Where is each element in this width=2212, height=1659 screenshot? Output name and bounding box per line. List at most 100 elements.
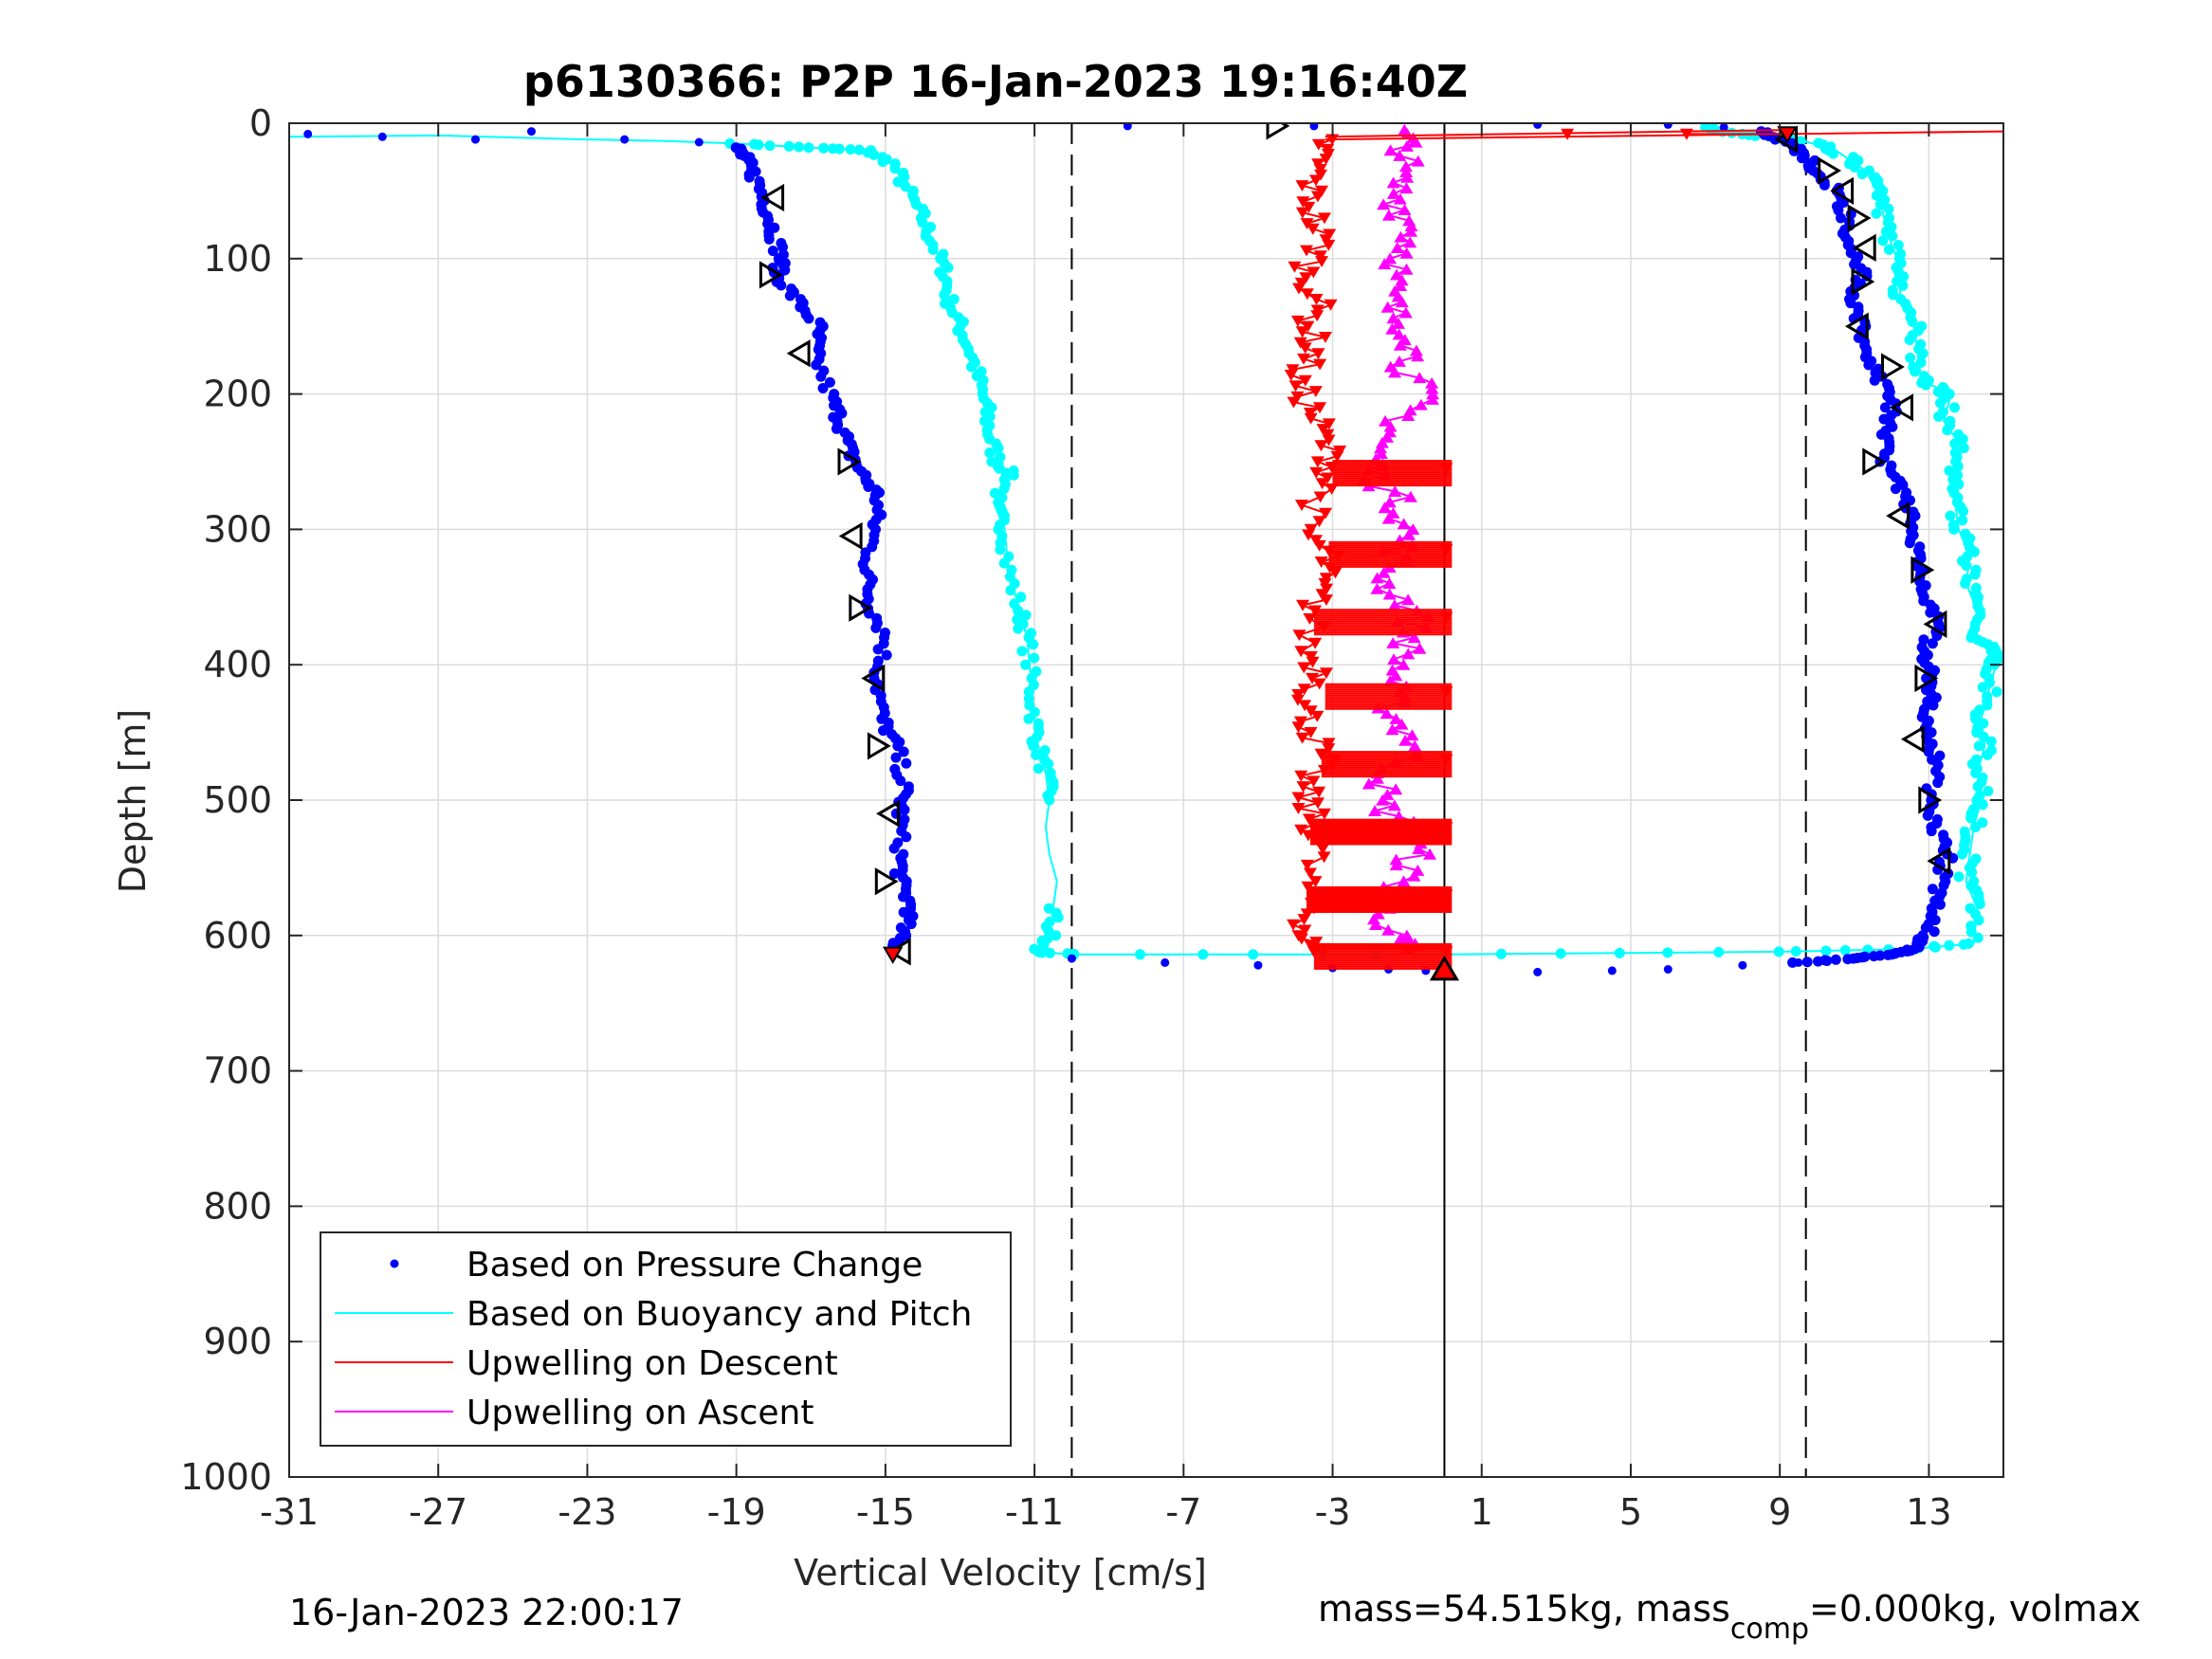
open-triangle-marker <box>849 593 873 622</box>
upwelling-ascent-marker <box>1395 296 1409 308</box>
upwelling-ascent-marker <box>1393 192 1407 205</box>
pressure-change-point <box>1819 955 1831 966</box>
upwelling-ascent-marker <box>1394 932 1408 944</box>
upwelling-descent-marker <box>1296 781 1310 793</box>
upwelling-descent-marker <box>1318 332 1332 343</box>
upwelling-ascent-marker <box>1374 442 1387 454</box>
buoyancy-pitch-point <box>1028 639 1039 650</box>
buoyancy-pitch-point <box>1051 930 1062 941</box>
pressure-change-point <box>817 383 829 393</box>
upwelling-ascent-marker <box>1398 734 1413 746</box>
upwelling-descent-marker <box>1328 567 1343 579</box>
buoyancy-pitch-point <box>1985 745 1997 757</box>
upwelling-ascent-marker <box>1399 182 1414 194</box>
buoyancy-pitch-point <box>1879 194 1891 206</box>
upwelling-ascent-marker <box>1404 220 1418 232</box>
pressure-change-point <box>1914 541 1926 553</box>
upwelling-ascent-marker <box>1388 366 1402 378</box>
open-triangle-marker <box>1910 556 1935 584</box>
upwelling-ascent-marker <box>1377 566 1391 578</box>
buoyancy-pitch-point <box>1961 574 1972 585</box>
open-triangle-marker <box>1918 786 1943 814</box>
pressure-change-point <box>1882 378 1893 390</box>
buoyancy-pitch-point <box>1945 510 1956 521</box>
buoyancy-pitch-point <box>1029 706 1040 718</box>
upwelling-descent-marker <box>1309 937 1324 948</box>
pressure-change-point <box>1886 460 1897 471</box>
pressure-change-point <box>1801 957 1813 968</box>
upwelling-descent-marker <box>1439 822 1453 833</box>
upwelling-descent-marker <box>1306 672 1319 684</box>
upwelling-descent-marker <box>1315 256 1328 267</box>
pressure-change-point <box>878 725 888 737</box>
pressure-change-point <box>1607 966 1617 975</box>
upwelling-descent-marker <box>1311 797 1325 810</box>
upwelling-descent-marker <box>1314 440 1328 452</box>
upwelling-ascent-marker <box>1397 875 1411 887</box>
upwelling-descent-marker <box>1294 646 1308 658</box>
upwelling-descent-marker <box>1317 212 1331 225</box>
open-triangle-marker <box>1851 267 1875 296</box>
buoyancy-pitch-point <box>1020 610 1032 621</box>
buoyancy-pitch-point <box>1905 353 1916 363</box>
upwelling-ascent-marker <box>1425 376 1439 389</box>
buoyancy-pitch-point <box>900 181 911 192</box>
upwelling-ascent-marker <box>1369 919 1382 930</box>
y-tick-label: 200 <box>203 374 272 415</box>
upwelling-ascent-marker <box>1381 209 1396 221</box>
upwelling-descent-marker <box>1300 245 1313 257</box>
upwelling-descent-marker <box>1291 803 1306 814</box>
pressure-change-point <box>784 290 795 301</box>
x-axis-label: Vertical Velocity [cm/s] <box>794 1552 1207 1594</box>
pressure-change-point <box>1927 638 1938 649</box>
upwelling-ascent-marker <box>1379 414 1392 427</box>
upwelling-descent-marker <box>1313 358 1327 371</box>
upwelling-ascent-marker <box>1409 136 1423 148</box>
upwelling-descent-marker <box>1439 463 1453 475</box>
y-tick-label: 500 <box>203 779 272 821</box>
upwelling-descent-marker <box>1292 283 1306 295</box>
pressure-change-point <box>1874 950 1886 961</box>
x-tick-label: 13 <box>1906 1491 1951 1533</box>
upwelling-ascent-marker <box>1389 853 1403 866</box>
buoyancy-pitch-point <box>1013 605 1024 616</box>
buoyancy-pitch-point <box>1963 938 1974 949</box>
buoyancy-pitch-point <box>917 217 928 228</box>
buoyancy-pitch-point <box>927 244 939 255</box>
pressure-change-point <box>898 906 909 918</box>
buoyancy-pitch-point <box>1985 736 1997 747</box>
red-triangle-marker <box>1777 126 1798 144</box>
buoyancy-pitch-point <box>1937 382 1948 392</box>
open-triangle-marker <box>1844 312 1869 340</box>
pressure-change-point <box>815 371 827 382</box>
upwelling-ascent-marker <box>1386 188 1400 199</box>
pressure-change-point <box>905 919 917 930</box>
buoyancy-pitch-point <box>1870 172 1881 183</box>
upwelling-ascent-marker <box>1383 420 1398 432</box>
upwelling-descent-marker <box>1439 686 1453 699</box>
x-tick-label: 9 <box>1768 1491 1791 1533</box>
upwelling-ascent-marker <box>1362 777 1376 790</box>
buoyancy-pitch-point <box>1892 240 1904 250</box>
x-tick-label: -19 <box>707 1491 766 1533</box>
upwelling-ascent-marker <box>1381 923 1396 936</box>
upwelling-descent-marker <box>1439 544 1453 556</box>
buoyancy-pitch-point <box>845 144 856 155</box>
upwelling-ascent-marker <box>1390 242 1404 253</box>
upwelling-ascent-marker <box>1411 155 1425 167</box>
upwelling-ascent-marker <box>1395 718 1409 730</box>
pressure-change-point <box>1938 830 1949 841</box>
upwelling-ascent-marker <box>1370 582 1384 594</box>
open-triangle-marker <box>1881 353 1905 381</box>
upwelling-descent-marker <box>1439 889 1453 902</box>
pressure-change-point <box>1067 954 1076 963</box>
upwelling-ascent-marker <box>1382 588 1397 600</box>
open-triangle-marker <box>861 664 886 693</box>
upwelling-descent-marker <box>1292 629 1307 642</box>
upwelling-descent-marker <box>1312 678 1326 690</box>
open-triangle-marker <box>837 447 862 476</box>
pressure-change-point <box>743 172 755 183</box>
buoyancy-pitch-point <box>783 140 795 152</box>
upwelling-descent-marker <box>1303 867 1317 880</box>
upwelling-ascent-marker <box>1376 793 1390 806</box>
